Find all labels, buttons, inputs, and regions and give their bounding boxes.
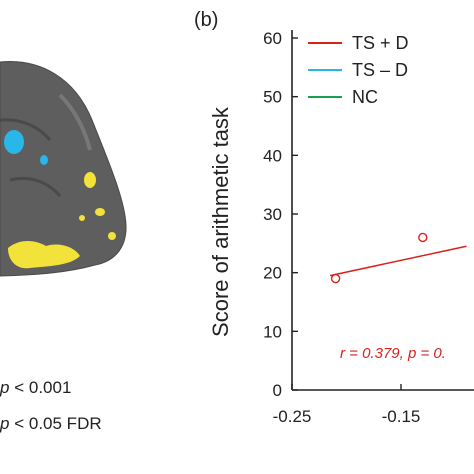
- threshold-value: 0.05 FDR: [28, 414, 102, 433]
- threshold-symbol: p: [0, 378, 10, 397]
- y-tick-label: 20: [263, 264, 282, 283]
- y-tick-label: 10: [263, 322, 282, 341]
- fit-line: [329, 245, 467, 277]
- data-points: [330, 232, 428, 284]
- legend-label-ts-minus-d: TS – D: [352, 60, 408, 80]
- x-tick-label: -0.15: [382, 407, 421, 426]
- chart-axes: [291, 30, 474, 391]
- legend-label-ts-plus-d: TS + D: [352, 33, 409, 53]
- activation-blob-blue: [4, 130, 24, 154]
- y-tick-label: 50: [263, 88, 282, 107]
- activation-blob-yellow: [95, 208, 105, 216]
- activation-blob-yellow: [8, 241, 80, 269]
- brain-surface-map: [0, 60, 127, 277]
- cortex-surface: [0, 60, 127, 277]
- cortex-gyrus-highlight: [58, 93, 92, 151]
- y-ticks: 0 10 20 30 40 50 60: [263, 29, 298, 400]
- x-ticks: -0.25 -0.15: [273, 384, 421, 426]
- threshold-relation: <: [14, 378, 25, 397]
- threshold-value: 0.001: [28, 378, 72, 397]
- legend: TS + D TS – D NC: [308, 33, 409, 107]
- fit-lines: [329, 245, 467, 277]
- y-tick-label: 30: [263, 205, 282, 224]
- data-point: [418, 232, 428, 243]
- y-tick-label: 0: [273, 381, 282, 400]
- y-axis-label: Score of arithmetic task: [208, 106, 233, 337]
- activation-blob-yellow: [79, 215, 85, 221]
- cortex-sulcus: [0, 118, 52, 141]
- legend-threshold-strict: p < 0.001: [0, 378, 71, 398]
- panel-label: (b): [194, 9, 218, 31]
- threshold-symbol: p: [0, 414, 10, 433]
- legend-label-nc: NC: [352, 87, 378, 107]
- y-tick-label: 60: [263, 29, 282, 48]
- activation-blob-yellow: [108, 232, 116, 240]
- activation-blob-blue: [40, 155, 48, 165]
- data-point: [330, 273, 341, 284]
- threshold-relation: <: [14, 414, 25, 433]
- correlation-annotation: r = 0.379, p = 0.: [340, 345, 446, 362]
- y-tick-label: 40: [263, 146, 282, 165]
- cortex-sulcus: [9, 176, 62, 198]
- x-tick-label: -0.25: [273, 407, 312, 426]
- legend-threshold-fdr: p < 0.05 FDR: [0, 414, 102, 434]
- activation-blob-yellow: [84, 172, 96, 188]
